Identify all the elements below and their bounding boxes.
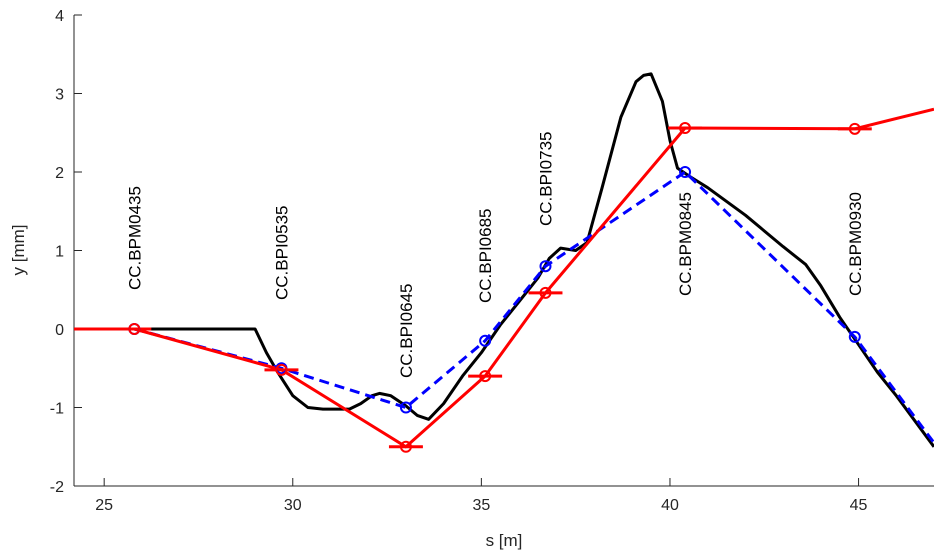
- axes: [73, 15, 934, 487]
- bpm-marker: [479, 334, 492, 347]
- y-axis-title: y [mm]: [9, 225, 28, 276]
- x-tick-label: 45: [850, 497, 868, 514]
- corrected-marker: [275, 363, 288, 376]
- plot-area: [74, 72, 934, 453]
- bpm-label: CC.BPM0845: [676, 192, 695, 296]
- bpm-label: CC.BPM0435: [125, 186, 144, 290]
- y-tick-label: -1: [50, 401, 64, 418]
- bpm-label: CC.BPM0930: [846, 192, 865, 296]
- y-tick-label: 3: [55, 87, 64, 104]
- bpm-marker: [399, 401, 412, 414]
- bpm-label: CC.BPI0735: [536, 132, 555, 227]
- x-tick-label: 25: [95, 497, 113, 514]
- bpm-label: CC.BPI0645: [397, 284, 416, 379]
- corrected-marker: [679, 122, 692, 135]
- corrected-orbit-line: [74, 107, 934, 449]
- ticks: 25 30 35 40 45 -2 -1 0 1 2 3 4: [50, 8, 868, 514]
- x-tick-label: 40: [661, 497, 679, 514]
- x-axis-title: s [m]: [486, 531, 523, 550]
- x-tick-label: 35: [472, 497, 490, 514]
- bpm-marker: [679, 166, 692, 178]
- measured-orbit-line: [74, 72, 934, 448]
- bpm-marker: [539, 260, 552, 273]
- y-tick-label: 0: [55, 322, 64, 339]
- corrected-marker: [479, 370, 492, 383]
- bpm-labels: CC.BPM0435 CC.BPI0535 CC.BPI0645 CC.BPI0685…: [125, 132, 864, 379]
- y-tick-label: 1: [55, 244, 64, 261]
- y-tick-label: -2: [50, 479, 64, 496]
- bpm-reading-line: [134, 170, 934, 444]
- corrected-marker: [399, 440, 412, 453]
- bpm-label: CC.BPI0685: [476, 209, 495, 304]
- corrected-marker: [539, 286, 552, 299]
- x-tick-label: 30: [284, 497, 302, 514]
- y-tick-label: 4: [55, 8, 64, 25]
- bpm-marker: [848, 330, 861, 343]
- bpm-label: CC.BPI0535: [272, 206, 291, 301]
- corrected-marker: [848, 122, 861, 135]
- corrected-marker: [128, 323, 141, 335]
- y-tick-label: 2: [55, 165, 64, 182]
